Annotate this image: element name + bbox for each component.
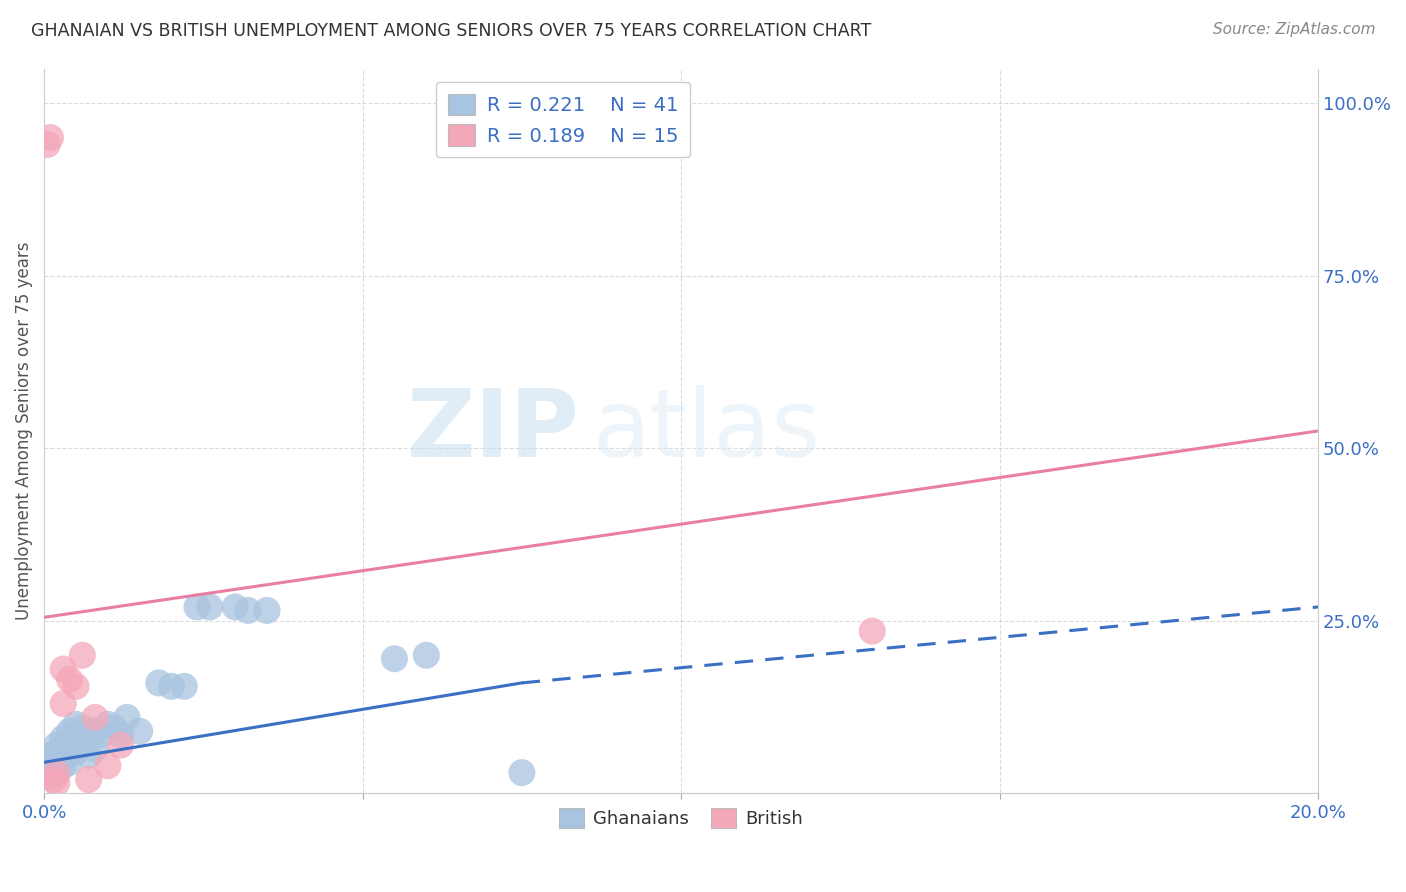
Point	[72, 738, 94, 752]
Point	[72, 721, 94, 735]
Point	[65, 717, 87, 731]
Point	[84, 724, 107, 739]
Point	[103, 721, 125, 735]
Point	[45, 738, 67, 752]
Text: atlas: atlas	[592, 385, 820, 477]
Point	[52, 662, 75, 676]
Point	[58, 734, 80, 748]
Point	[52, 758, 75, 772]
Point	[77, 772, 100, 787]
Point	[52, 697, 75, 711]
Point	[160, 679, 183, 693]
Point	[236, 603, 259, 617]
Point	[173, 679, 195, 693]
Point	[39, 748, 62, 763]
Point	[110, 728, 132, 742]
Point	[90, 728, 112, 742]
Point	[415, 648, 437, 663]
Point	[384, 651, 406, 665]
Point	[198, 599, 221, 614]
Point	[52, 741, 75, 756]
Point	[37, 137, 59, 152]
Point	[110, 738, 132, 752]
Point	[42, 772, 65, 787]
Point	[55, 748, 77, 763]
Point	[45, 765, 67, 780]
Point	[224, 599, 246, 614]
Point	[84, 710, 107, 724]
Point	[115, 710, 138, 724]
Point	[510, 765, 533, 780]
Point	[58, 756, 80, 770]
Point	[77, 748, 100, 763]
Point	[39, 130, 62, 145]
Point	[84, 741, 107, 756]
Point	[58, 724, 80, 739]
Point	[65, 731, 87, 745]
Point	[45, 776, 67, 790]
Point	[49, 752, 72, 766]
Point	[128, 724, 150, 739]
Text: GHANAIAN VS BRITISH UNEMPLOYMENT AMONG SENIORS OVER 75 YEARS CORRELATION CHART: GHANAIAN VS BRITISH UNEMPLOYMENT AMONG S…	[31, 22, 872, 40]
Point	[65, 745, 87, 759]
Point	[65, 679, 87, 693]
Y-axis label: Unemployment Among Seniors over 75 years: Unemployment Among Seniors over 75 years	[15, 242, 32, 620]
Point	[186, 599, 208, 614]
Point	[148, 676, 170, 690]
Point	[52, 731, 75, 745]
Legend: Ghanaians, British: Ghanaians, British	[553, 801, 810, 835]
Point	[77, 728, 100, 742]
Point	[45, 765, 67, 780]
Point	[72, 648, 94, 663]
Point	[256, 603, 278, 617]
Point	[42, 756, 65, 770]
Point	[39, 769, 62, 783]
Text: ZIP: ZIP	[406, 385, 579, 477]
Point	[97, 717, 120, 731]
Text: Source: ZipAtlas.com: Source: ZipAtlas.com	[1212, 22, 1375, 37]
Point	[58, 673, 80, 687]
Point	[37, 758, 59, 772]
Point	[97, 758, 120, 772]
Point	[45, 745, 67, 759]
Point	[860, 624, 883, 639]
